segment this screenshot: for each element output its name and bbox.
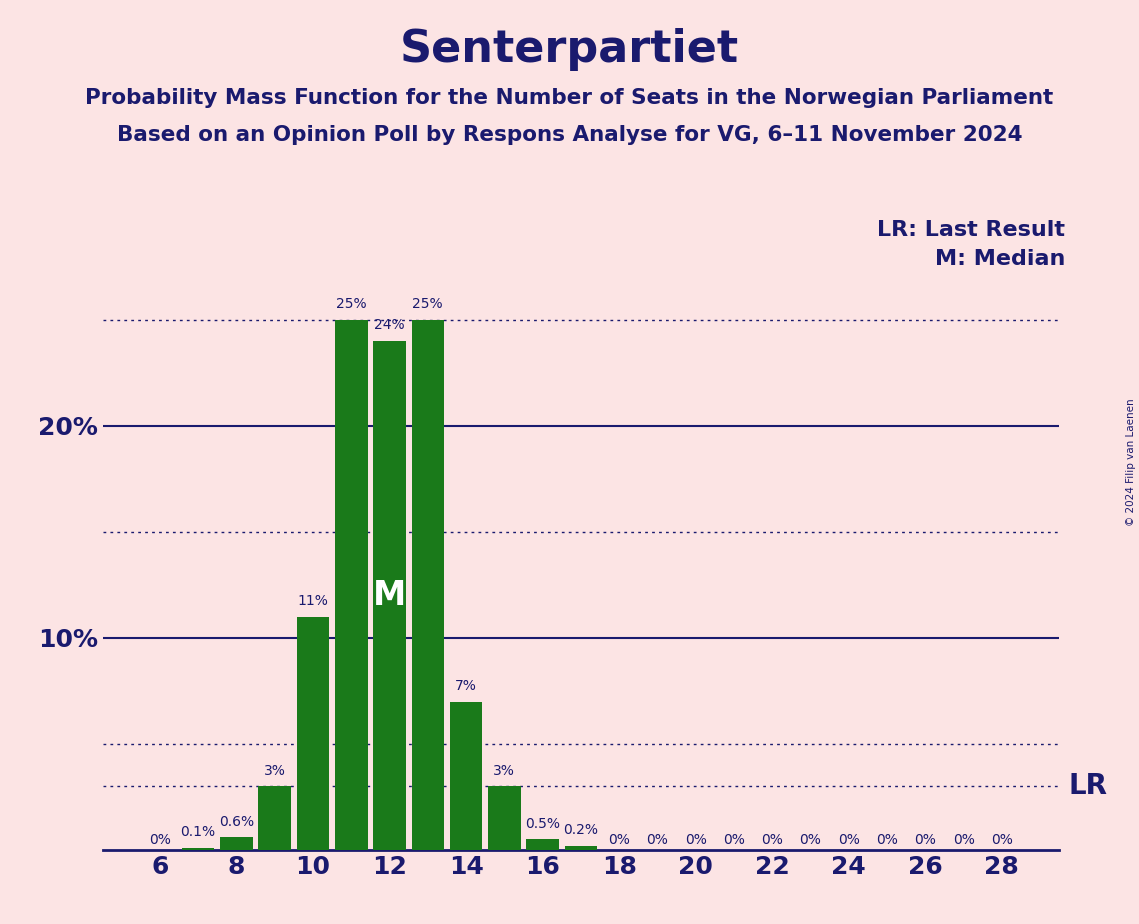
Text: 0%: 0% [991,833,1013,847]
Text: M: M [372,579,407,612]
Text: 7%: 7% [456,679,477,693]
Text: 0%: 0% [876,833,898,847]
Text: 25%: 25% [336,298,367,311]
Text: Based on an Opinion Poll by Respons Analyse for VG, 6–11 November 2024: Based on an Opinion Poll by Respons Anal… [117,125,1022,145]
Bar [220,837,253,850]
Text: 24%: 24% [375,319,404,333]
Text: Probability Mass Function for the Number of Seats in the Norwegian Parliament: Probability Mass Function for the Number… [85,88,1054,108]
Bar [297,616,329,850]
Text: 0%: 0% [647,833,669,847]
Text: LR: Last Result: LR: Last Result [877,220,1065,240]
Text: 0.2%: 0.2% [564,823,598,837]
Text: 0%: 0% [608,833,630,847]
Bar [489,786,521,850]
Text: LR: LR [1068,772,1108,800]
Bar [259,786,290,850]
Bar [565,845,597,850]
Text: Senterpartiet: Senterpartiet [400,28,739,71]
Text: © 2024 Filip van Laenen: © 2024 Filip van Laenen [1126,398,1136,526]
Bar [411,320,444,850]
Text: 0%: 0% [952,833,975,847]
Text: 11%: 11% [297,594,328,608]
Text: 0.6%: 0.6% [219,815,254,829]
Text: 3%: 3% [493,764,515,778]
Bar [182,848,214,850]
Bar [374,341,405,850]
Text: 0%: 0% [685,833,706,847]
Text: 0%: 0% [149,833,171,847]
Text: 0.5%: 0.5% [525,817,560,831]
Bar [526,840,559,850]
Text: 0.1%: 0.1% [181,825,215,840]
Text: M: Median: M: Median [935,249,1065,270]
Text: 25%: 25% [412,298,443,311]
Text: 3%: 3% [264,764,286,778]
Text: 0%: 0% [915,833,936,847]
Bar [335,320,368,850]
Text: 0%: 0% [761,833,784,847]
Bar [450,701,482,850]
Text: 0%: 0% [723,833,745,847]
Text: 0%: 0% [838,833,860,847]
Text: 0%: 0% [800,833,821,847]
